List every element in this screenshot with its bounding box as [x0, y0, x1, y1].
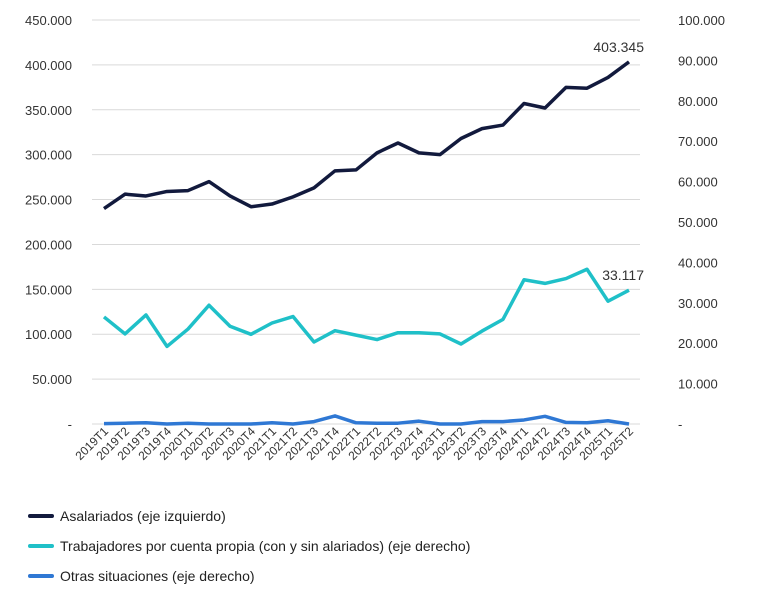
left-axis-tick-label: 350.000 [25, 103, 72, 118]
left-axis-tick-label: 50.000 [32, 372, 72, 387]
left-axis-tick-label: 150.000 [25, 282, 72, 297]
left-axis-tick-label: 300.000 [25, 148, 72, 163]
legend-item-otras: Otras situaciones (eje derecho) [28, 568, 255, 584]
data-label: 33.117 [602, 267, 644, 283]
right-axis-tick-label: 50.000 [678, 215, 718, 230]
left-axis-tick-label: 250.000 [25, 193, 72, 208]
right-axis-tick-label: 60.000 [678, 175, 718, 190]
legend-item-cuenta-propia: Trabajadores por cuenta propia (con y si… [28, 538, 470, 554]
legend-label: Otras situaciones (eje derecho) [60, 568, 255, 584]
right-axis-tick-label: 90.000 [678, 53, 718, 68]
left-axis-tick-label: 100.000 [25, 327, 72, 342]
series-line-2 [103, 414, 630, 426]
left-axis-tick-label: - [68, 417, 72, 432]
left-axis-tick-label: 400.000 [25, 58, 72, 73]
right-axis-tick-label: 20.000 [678, 336, 718, 351]
left-axis-tick-label: 450.000 [25, 13, 72, 28]
legend-label: Trabajadores por cuenta propia (con y si… [60, 538, 471, 554]
legend-swatch [28, 574, 54, 578]
right-axis-tick-label: - [678, 417, 682, 432]
left-axis-tick-label: 200.000 [25, 237, 72, 252]
chart-plot: - 50.000 100.000 150.000 200.000 250.000 300.0… [25, 13, 725, 463]
right-axis-tick-label: 30.000 [678, 296, 718, 311]
right-axis-tick-label: 100.000 [678, 13, 725, 28]
right-axis-tick-label: 10.000 [678, 377, 718, 392]
data-label: 403.345 [593, 39, 644, 55]
right-axis-tick-label: 80.000 [678, 94, 718, 109]
right-axis-tick-label: 70.000 [678, 134, 718, 149]
legend-swatch [28, 544, 54, 548]
legend-label: Asalariados (eje izquierdo) [60, 508, 226, 524]
legend-item-asalariados: Asalariados (eje izquierdo) [28, 508, 226, 524]
legend-swatch [28, 514, 54, 518]
right-axis-tick-label: 40.000 [678, 255, 718, 270]
series-line-1 [102, 267, 630, 349]
series-line-0 [103, 60, 631, 210]
